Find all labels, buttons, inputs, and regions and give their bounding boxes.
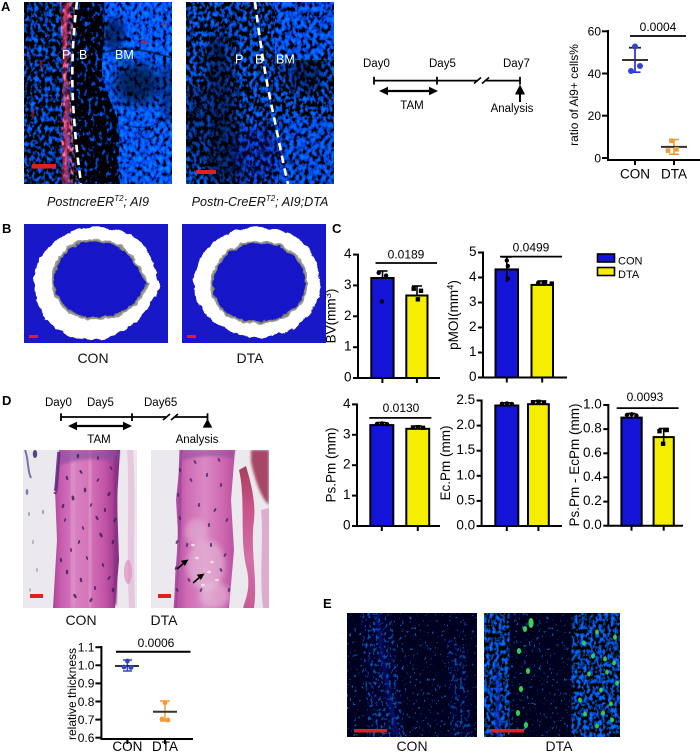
svg-text:3: 3 <box>344 277 352 292</box>
svg-text:1.0: 1.0 <box>456 467 475 482</box>
svg-text:relative thickness: relative thickness <box>65 648 79 740</box>
svg-text:0: 0 <box>594 151 601 165</box>
svg-text:CON: CON <box>112 739 142 754</box>
svg-text:DTA: DTA <box>618 269 640 281</box>
svg-text:3: 3 <box>343 426 351 441</box>
svg-text:2.5: 2.5 <box>456 392 475 407</box>
svg-text:3: 3 <box>469 294 477 309</box>
svg-text:Day65: Day65 <box>144 397 177 409</box>
svg-text:4: 4 <box>469 269 477 284</box>
svg-text:1: 1 <box>343 487 351 502</box>
svg-text:Day5: Day5 <box>87 397 114 409</box>
svg-text:0.8: 0.8 <box>583 421 602 436</box>
svg-text:BM: BM <box>115 48 134 62</box>
svg-text:2: 2 <box>344 308 352 323</box>
svg-text:BM: BM <box>276 53 295 67</box>
svg-text:0.6: 0.6 <box>78 731 95 745</box>
svg-text:TAM: TAM <box>87 434 110 446</box>
svg-text:1.0: 1.0 <box>78 659 95 673</box>
svg-text:0.2: 0.2 <box>583 493 602 508</box>
svg-text:0: 0 <box>344 370 352 385</box>
svg-text:Analysis: Analysis <box>176 434 219 446</box>
svg-text:20: 20 <box>588 109 602 123</box>
svg-text:60: 60 <box>588 25 602 39</box>
svg-text:1.0: 1.0 <box>583 397 602 412</box>
svg-text:Day0: Day0 <box>363 58 390 70</box>
svg-text:BV(mm3): BV(mm3) <box>325 289 339 344</box>
svg-text:TAM: TAM <box>400 100 423 112</box>
svg-text:B: B <box>79 48 87 62</box>
svg-text:2.0: 2.0 <box>456 417 475 432</box>
svg-text:2: 2 <box>469 319 477 334</box>
svg-text:4: 4 <box>344 246 352 261</box>
svg-text:0.0004: 0.0004 <box>640 20 677 34</box>
svg-text:pMOI(mm4): pMOI(mm4) <box>446 280 462 350</box>
svg-text:Ps.Pm (mm): Ps.Pm (mm) <box>325 428 339 503</box>
svg-text:B: B <box>255 53 263 67</box>
svg-text:0.4: 0.4 <box>583 469 602 484</box>
svg-text:ratio of Ai9+ cells%: ratio of Ai9+ cells% <box>567 44 581 146</box>
svg-text:CON: CON <box>618 256 643 268</box>
svg-text:1.1: 1.1 <box>78 641 95 655</box>
svg-text:0.5: 0.5 <box>456 492 475 507</box>
svg-text:0.0130: 0.0130 <box>383 401 420 415</box>
svg-text:DTA: DTA <box>661 167 687 182</box>
svg-text:0.0: 0.0 <box>456 518 475 533</box>
svg-text:0.0189: 0.0189 <box>388 248 425 262</box>
svg-text:DTA: DTA <box>152 739 178 754</box>
svg-text:0.9: 0.9 <box>78 677 95 691</box>
svg-text:P: P <box>235 53 243 67</box>
svg-text:2: 2 <box>343 457 351 472</box>
svg-text:CON: CON <box>620 167 650 182</box>
svg-text:1: 1 <box>469 344 477 359</box>
svg-text:0: 0 <box>343 518 351 533</box>
svg-text:0.0006: 0.0006 <box>138 636 175 650</box>
svg-text:1: 1 <box>344 339 352 354</box>
svg-text:P: P <box>62 48 70 62</box>
svg-text:Day7: Day7 <box>503 58 530 70</box>
svg-text:Ps.Pm - EcPm (mm): Ps.Pm - EcPm (mm) <box>567 404 582 527</box>
svg-text:0.8: 0.8 <box>78 695 95 709</box>
svg-text:0.7: 0.7 <box>78 713 95 727</box>
svg-text:0.0499: 0.0499 <box>513 241 550 255</box>
svg-text:1.5: 1.5 <box>456 442 475 457</box>
svg-text:0.0: 0.0 <box>583 517 602 532</box>
svg-text:0.0093: 0.0093 <box>627 390 664 404</box>
svg-text:Day5: Day5 <box>429 58 456 70</box>
svg-text:Analysis: Analysis <box>491 103 534 115</box>
svg-text:5: 5 <box>469 244 477 259</box>
svg-text:4: 4 <box>343 396 351 411</box>
svg-text:Day0: Day0 <box>45 397 72 409</box>
svg-text:0.6: 0.6 <box>583 445 602 460</box>
svg-text:0: 0 <box>469 369 477 384</box>
svg-text:40: 40 <box>588 67 602 81</box>
svg-text:Ec.Pm (mm): Ec.Pm (mm) <box>438 426 453 501</box>
